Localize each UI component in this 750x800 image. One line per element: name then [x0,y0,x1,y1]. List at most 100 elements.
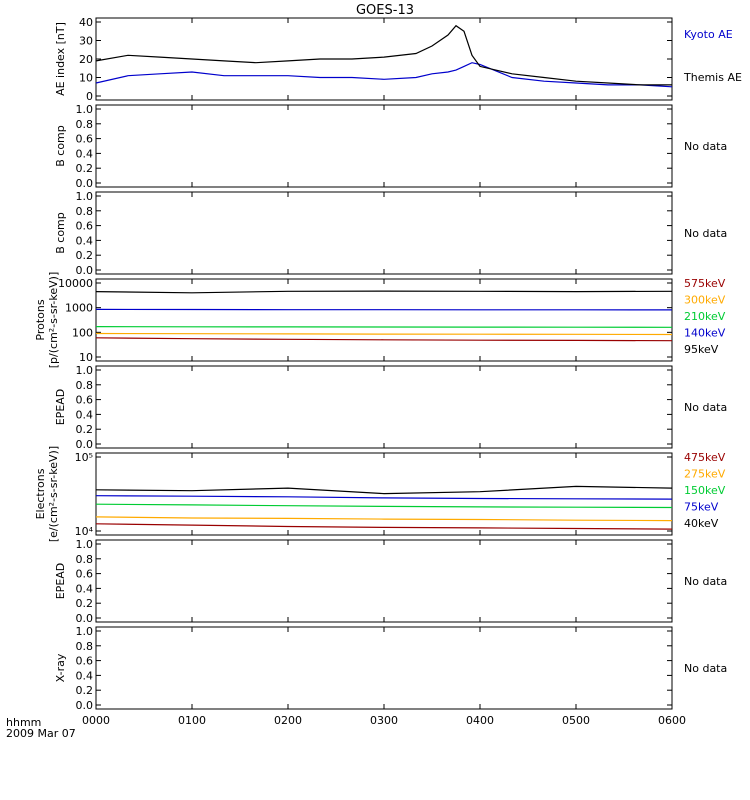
y-axis-label: B comp [54,125,67,167]
x-tick-label: 0400 [466,714,494,727]
y-tick-label: 0.6 [76,568,94,581]
y-tick-label: 0.4 [76,147,94,160]
y-axis-label: Electrons [34,468,47,519]
legend-label: 95keV [684,343,719,356]
legend-label: 75keV [684,501,719,514]
panel-5: 0.0 0.2 0.40.6 0.8 1.0 EPEAD No data [54,364,727,451]
series-line-95kev [95,290,673,294]
legend-label: 40keV [684,517,719,530]
series-line-300kev [95,332,673,336]
series-line-275kev [95,516,673,522]
y-tick-label: 0.8 [76,379,94,392]
chart-title: GOES-13 [356,3,414,18]
y-tick-label: 0.0 [76,612,94,625]
y-tick-label: 0.0 [76,699,94,712]
no-data-label: No data [684,140,727,153]
series-line-210kev [95,326,673,328]
x-tick-label: 0600 [658,714,686,727]
x-format-label: hhmm [6,716,41,729]
x-date-label: 2009 Mar 07 [6,727,76,740]
no-data-label: No data [684,662,727,675]
series-line-475kev [95,523,673,530]
y-tick-label: 0.4 [76,669,94,682]
series-line-themis-ae [95,24,672,86]
panel-frame [95,104,673,188]
panel-frame [95,539,673,623]
x-tick-label: 0000 [82,714,110,727]
y-tick-label: 0.2 [76,597,94,610]
y-tick-label: 0.0 [76,264,94,277]
panel-7: 0.0 0.2 0.40.6 0.8 1.0 EPEAD No data [54,538,727,625]
y-tick-label: 0.8 [76,640,94,653]
x-tick-label: 0200 [274,714,302,727]
y-tick-label: 0.0 [76,438,94,451]
series-line-kyoto-ae [95,62,673,88]
series-line-140kev [95,308,673,311]
y-axis-units: [p/(cm²-s-sr-keV)] [47,272,60,369]
legend-label: 275keV [684,468,726,481]
panel-4: 10 100 1000 10000 Protons [p/(cm²-s-sr-keV)] 5… [34,272,726,369]
legend-label: 300keV [684,294,726,307]
legend-label: Themis AE [683,71,742,84]
legend-label: Kyoto AE [684,28,733,41]
y-tick-label: 100 [72,326,93,339]
y-tick-label: 0.4 [76,408,94,421]
y-tick-label: 30 [79,35,93,48]
y-tick-label: 0.2 [76,684,94,697]
y-tick-label: 10000 [58,277,93,290]
series-line-75kev [95,495,673,500]
series-line-575kev [95,337,673,342]
y-tick-label: 10⁴ [75,525,94,538]
y-tick-label: 0.6 [76,394,94,407]
y-tick-label: 0.2 [76,249,94,262]
y-tick-label: 1.0 [76,190,94,203]
x-tick-label: 0500 [562,714,590,727]
y-tick-label: 0.2 [76,162,94,175]
y-tick-label: 0.0 [76,177,94,190]
series-line-40kev [95,485,673,495]
panel-6: 10⁴ 10⁵ Electrons [e/(cm²-s-sr-keV)] 475keV 2… [34,446,726,542]
y-tick-label: 10 [79,351,93,364]
y-tick-label: 0.4 [76,234,94,247]
x-axis: 0000 0100 0200 0300 0400 0500 0600 [82,714,686,727]
y-tick-label: 0.8 [76,118,94,131]
y-tick-label: 0 [86,90,93,103]
y-tick-label: 10 [79,72,93,85]
legend-label: 575keV [684,277,726,290]
no-data-label: No data [684,401,727,414]
panel-frame [95,365,673,449]
y-tick-label: 0.6 [76,655,94,668]
y-tick-label: 1000 [65,302,93,315]
y-tick-label: 0.6 [76,133,94,146]
y-axis-label: Protons [34,299,47,340]
y-axis-units: [e/(cm²-s-sr-keV)] [47,446,60,542]
legend-label: 210keV [684,310,726,323]
panel-3: 0.0 0.2 0.40.6 0.8 1.0 B comp No data [54,190,727,277]
y-tick-label: 0.6 [76,220,94,233]
y-axis-label: AE index [nT] [54,22,67,96]
y-tick-label: 0.4 [76,582,94,595]
y-tick-label: 1.0 [76,103,94,116]
panel-8: 0.0 0.2 0.40.6 0.8 1.0 X-ray No data [54,625,727,712]
y-axis-label: EPEAD [54,563,67,600]
y-tick-label: 20 [79,53,93,66]
y-tick-label: 40 [79,16,93,29]
y-tick-label: 10⁵ [75,451,93,464]
panel-frame [95,626,673,710]
y-axis-label: X-ray [54,653,67,682]
panel-2: 0.0 0.2 0.40.6 0.8 1.0 B comp No data [54,103,727,190]
series-line-150kev [95,503,673,509]
x-tick-label: 0100 [178,714,206,727]
y-tick-label: 0.2 [76,423,94,436]
no-data-label: No data [684,227,727,240]
y-tick-label: 0.8 [76,553,94,566]
legend-label: 140keV [684,327,726,340]
y-tick-label: 1.0 [76,625,94,638]
no-data-label: No data [684,575,727,588]
x-tick-label: 0300 [370,714,398,727]
y-axis-label: EPEAD [54,389,67,426]
panel-1: 0 10 20 30 40 AE index [nT] Kyoto AE Themis AE [54,16,742,103]
legend-label: 475keV [684,451,726,464]
